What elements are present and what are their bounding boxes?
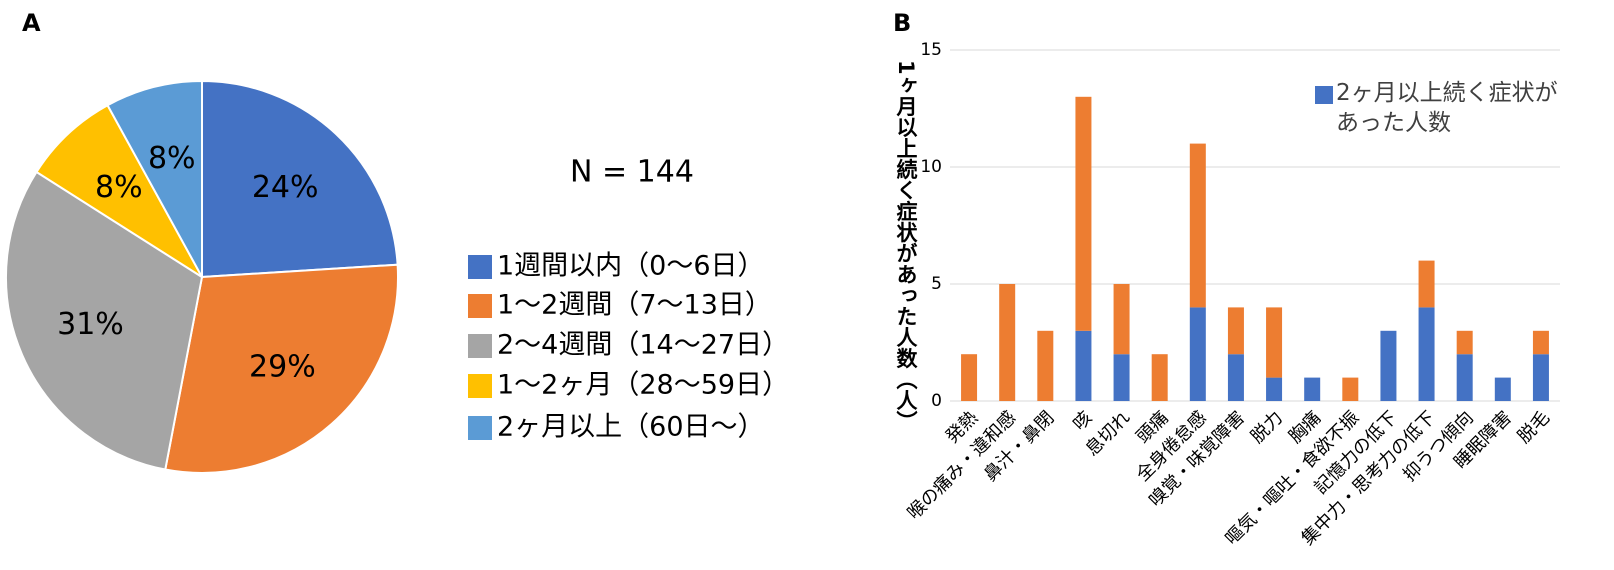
bar-segment: [1532, 354, 1549, 401]
bar-segment: [1227, 354, 1244, 401]
pie-slice: [106, 79, 203, 278]
y-tick-label: 0: [931, 391, 942, 411]
bar-segment: [1266, 377, 1283, 401]
legend: 2ヶ月以上続く症状があった人数: [1336, 80, 1558, 136]
bar-segment: [999, 284, 1016, 401]
bar-segment: [1494, 377, 1511, 401]
bar-segment: [1189, 307, 1206, 401]
y-tick-label: 5: [931, 274, 942, 294]
legend-swatch: [1315, 86, 1333, 104]
bar-segment: [1266, 307, 1283, 378]
bar-segment: [1037, 330, 1054, 401]
legend-label: 2〜4週間（14〜27日）: [497, 330, 789, 361]
bar-segment: [1380, 330, 1397, 401]
panel-label: B: [893, 9, 911, 37]
x-tick-label: 脱毛: [1514, 407, 1554, 447]
x-tick-label: 脱力: [1247, 407, 1287, 447]
pie-slice: [201, 79, 399, 279]
y-tick-label: 10: [920, 157, 942, 177]
legend-label: 1〜2週間（7〜13日）: [497, 290, 772, 321]
bar-segment: [1227, 307, 1244, 355]
annotation: N = 144: [570, 155, 694, 190]
bar-segment: [961, 354, 978, 401]
x-tick-label: 咳: [1069, 407, 1097, 435]
bar-segment: [1151, 354, 1168, 401]
legend-swatch: [468, 334, 492, 358]
pie-slice: [35, 103, 203, 278]
bar-segment: [1189, 143, 1206, 308]
legend-swatch: [468, 416, 492, 440]
bar-segment: [1075, 96, 1092, 331]
bar-segment: [1113, 284, 1130, 355]
slice-label: 8%: [95, 170, 143, 205]
legend-label: 1〜2ヶ月（28〜59日）: [497, 370, 789, 401]
slice-label: 29%: [249, 350, 316, 385]
y-tick-label: 15: [920, 40, 942, 60]
legend-swatch: [468, 294, 492, 318]
legend-swatch: [468, 255, 492, 279]
bar-segment: [1342, 377, 1359, 401]
legend-label: 1週間以内（0〜6日）: [497, 251, 765, 282]
slice-label: 31%: [57, 307, 124, 342]
bar-segment: [1456, 330, 1473, 355]
panel-label: A: [22, 9, 41, 37]
slice-label: 24%: [252, 170, 319, 205]
slice-label: 8%: [148, 141, 196, 176]
bar-segment: [1456, 354, 1473, 401]
legend-label: 2ヶ月以上（60日〜）: [497, 412, 765, 443]
bar-segment: [1532, 330, 1549, 355]
bar-segment: [1113, 354, 1130, 401]
pie-slice: [164, 263, 399, 474]
legend-swatch: [468, 374, 492, 398]
bar-segment: [1418, 307, 1435, 401]
bar-segment: [1075, 330, 1092, 401]
y-axis-label: 1ヶ月以上続く症状があった人数（人）: [894, 60, 919, 432]
bar-segment: [1418, 260, 1435, 308]
legend-label: 2ヶ月以上続く症状があった人数: [1336, 80, 1558, 136]
bar-segment: [1304, 377, 1321, 401]
